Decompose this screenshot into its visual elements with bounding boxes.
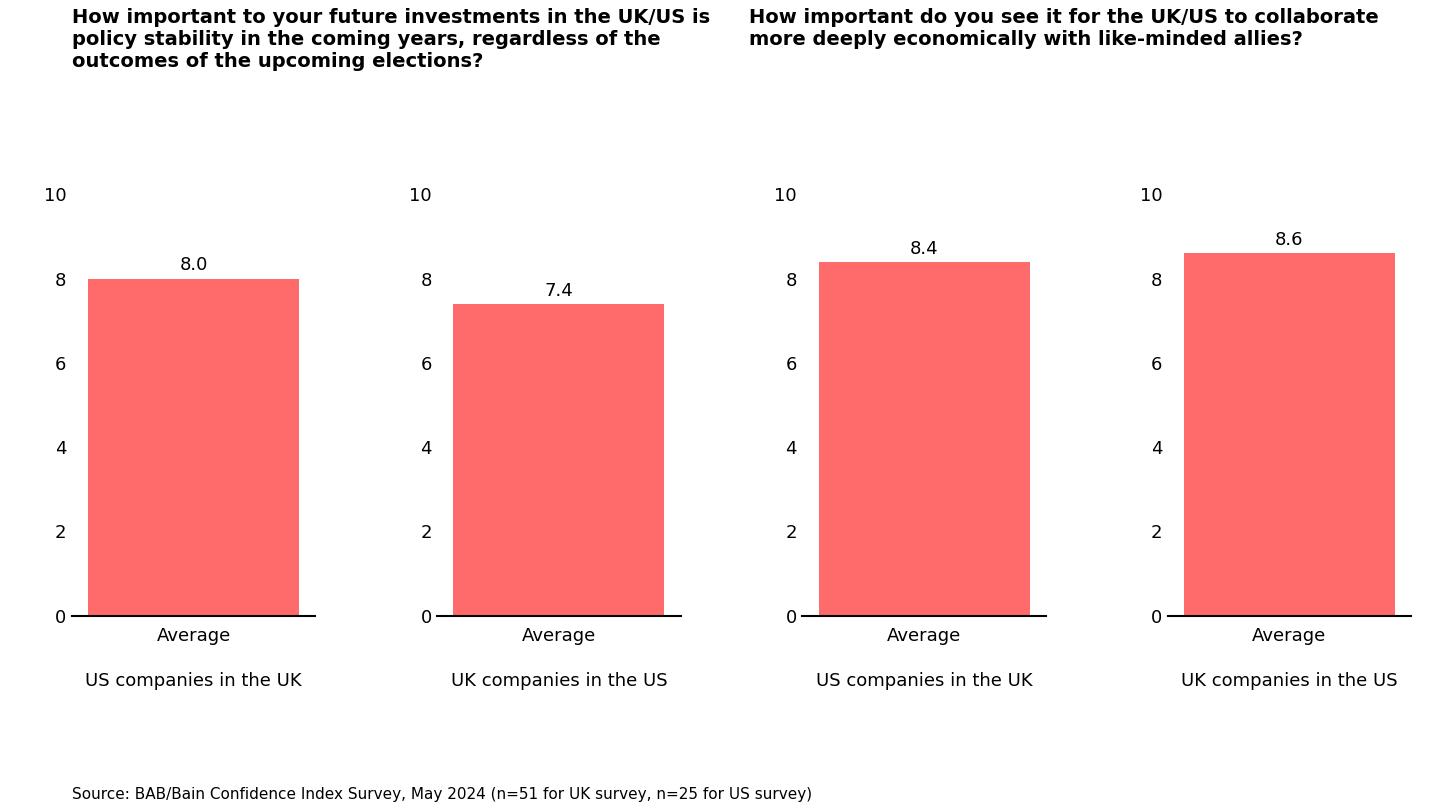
- Text: US companies in the UK: US companies in the UK: [85, 672, 302, 690]
- Text: How important do you see it for the UK/US to collaborate
more deeply economicall: How important do you see it for the UK/U…: [749, 8, 1378, 49]
- Text: 8.0: 8.0: [180, 257, 207, 275]
- Bar: [819, 262, 1030, 616]
- Text: How important to your future investments in the UK/US is
policy stability in the: How important to your future investments…: [72, 8, 710, 71]
- Bar: [454, 304, 664, 616]
- Text: UK companies in the US: UK companies in the US: [1181, 672, 1398, 690]
- Bar: [1184, 254, 1395, 616]
- Text: UK companies in the US: UK companies in the US: [451, 672, 667, 690]
- Text: 8.6: 8.6: [1276, 231, 1303, 249]
- Bar: [88, 279, 300, 616]
- Text: 8.4: 8.4: [910, 240, 939, 258]
- Text: Source: BAB/Bain Confidence Index Survey, May 2024 (n=51 for UK survey, n=25 for: Source: BAB/Bain Confidence Index Survey…: [72, 787, 812, 802]
- Text: 7.4: 7.4: [544, 282, 573, 300]
- Text: US companies in the UK: US companies in the UK: [816, 672, 1032, 690]
